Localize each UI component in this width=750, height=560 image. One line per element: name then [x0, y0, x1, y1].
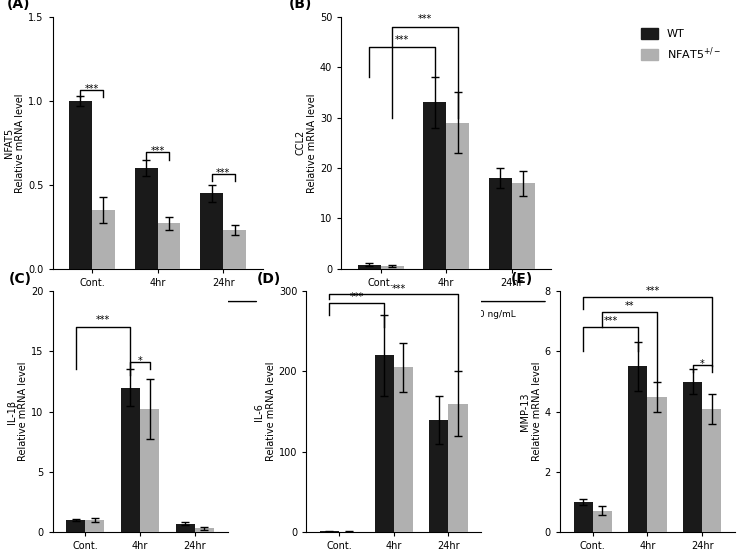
Bar — [592, 511, 612, 532]
Text: ***: *** — [392, 283, 406, 293]
Bar — [158, 223, 181, 269]
Y-axis label: MMP-13
Relative mRNA level: MMP-13 Relative mRNA level — [520, 362, 542, 461]
Bar — [448, 404, 467, 532]
Text: IL-1β 10 ng/mL: IL-1β 10 ng/mL — [159, 310, 227, 319]
Bar — [358, 265, 380, 269]
Bar — [429, 419, 448, 532]
Bar — [320, 531, 339, 532]
Text: ***: *** — [150, 146, 165, 156]
Bar — [200, 193, 223, 269]
Bar — [702, 409, 721, 532]
Text: **: ** — [625, 301, 634, 311]
Text: (D): (D) — [257, 272, 281, 286]
Y-axis label: IL-1β
Relative mRNA level: IL-1β Relative mRNA level — [7, 362, 28, 461]
Bar — [446, 123, 470, 269]
Bar — [86, 520, 104, 532]
Bar — [574, 502, 592, 532]
Text: (A): (A) — [6, 0, 30, 11]
Text: ***: *** — [604, 316, 618, 326]
Bar — [512, 183, 535, 269]
Text: *: * — [700, 359, 704, 369]
Text: ***: *** — [85, 83, 99, 94]
Text: ***: *** — [350, 292, 364, 302]
Text: (B): (B) — [289, 0, 312, 11]
Bar — [92, 210, 115, 269]
Text: *: * — [138, 356, 142, 366]
Text: (E): (E) — [511, 272, 533, 286]
Bar — [423, 102, 446, 269]
Y-axis label: IL-6
Relative mRNA level: IL-6 Relative mRNA level — [254, 362, 276, 461]
Text: (C): (C) — [9, 272, 32, 286]
Bar — [140, 409, 159, 532]
Text: ***: *** — [394, 35, 409, 45]
Text: ***: *** — [216, 167, 230, 178]
Text: IL-1β 10 ng/mL: IL-1β 10 ng/mL — [448, 310, 516, 319]
Bar — [394, 367, 413, 532]
Bar — [134, 168, 158, 269]
Bar — [66, 520, 86, 532]
Bar — [69, 101, 92, 269]
Bar — [489, 178, 512, 269]
Bar — [121, 388, 140, 532]
Bar — [176, 524, 195, 532]
Text: ***: *** — [96, 315, 110, 325]
Text: ***: *** — [418, 15, 432, 25]
Text: ***: *** — [646, 286, 660, 296]
Bar — [628, 366, 647, 532]
Bar — [647, 396, 667, 532]
Legend: WT, NFAT5$^{+/-}$: WT, NFAT5$^{+/-}$ — [635, 22, 727, 67]
Bar — [374, 356, 394, 532]
Bar — [223, 230, 246, 269]
Bar — [195, 529, 214, 532]
Bar — [380, 267, 404, 269]
Y-axis label: NFAT5
Relative mRNA level: NFAT5 Relative mRNA level — [4, 93, 26, 193]
Bar — [683, 381, 702, 532]
Y-axis label: CCL2
Relative mRNA level: CCL2 Relative mRNA level — [296, 93, 317, 193]
